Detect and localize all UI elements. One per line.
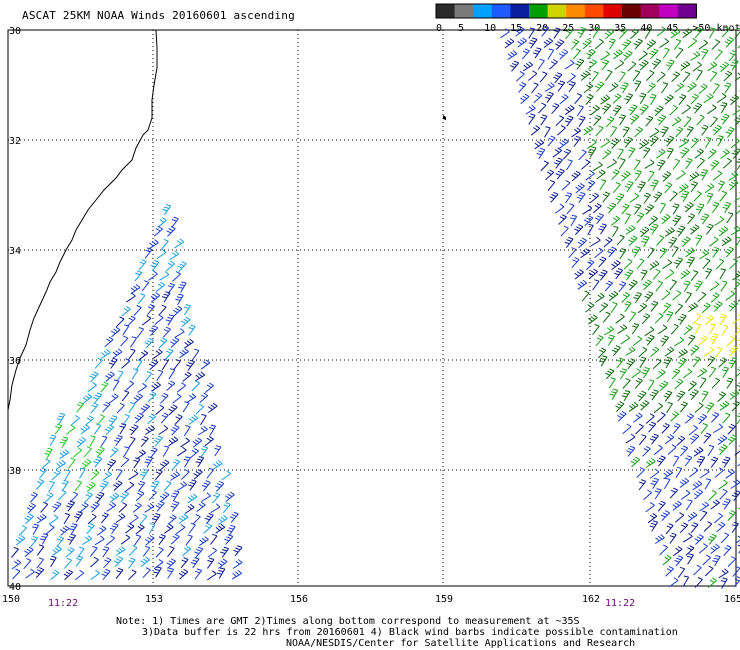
legend-swatch <box>529 4 549 18</box>
lat-tick-label: 34 <box>9 246 21 257</box>
coastline-australia <box>7 29 158 411</box>
legend-swatch <box>566 4 586 18</box>
legend-swatch <box>491 4 511 18</box>
legend-swatch <box>547 4 567 18</box>
legend-label: 45 <box>666 23 678 34</box>
lon-tick-label: 162 <box>582 594 600 605</box>
legend-swatch <box>603 4 623 18</box>
legend-swatch <box>659 4 679 18</box>
note-line-3: NOAA/NESDIS/Center for Satellite Applica… <box>286 638 636 649</box>
graticule <box>8 30 736 586</box>
legend-swatch <box>436 4 456 18</box>
legend-label: 30 <box>588 23 600 34</box>
legend-label: 5 <box>458 23 464 34</box>
lon-tick-label: 153 <box>145 594 163 605</box>
note-line-2: 3)Data buffer is 22 hrs from 20160601 4)… <box>142 627 678 638</box>
island-small <box>443 115 446 120</box>
legend-swatch <box>510 4 530 18</box>
legend-swatch <box>640 4 660 18</box>
time-label-west: 11:22 <box>48 598 79 609</box>
time-label-east: 11:22 <box>605 598 636 609</box>
lat-tick-label: 30 <box>9 26 21 37</box>
lat-tick-label: 38 <box>9 466 21 477</box>
lon-tick-label: 156 <box>290 594 308 605</box>
legend-label: 0 <box>436 23 442 34</box>
legend-swatch <box>473 4 493 18</box>
legend-label: 25 <box>562 23 574 34</box>
lat-tick-label: 36 <box>9 356 21 367</box>
legend-swatch <box>677 4 697 18</box>
lon-tick-label: 150 <box>2 594 20 605</box>
lat-tick-label: 40 <box>9 582 21 593</box>
legend-swatch <box>584 4 604 18</box>
legend-swatch <box>454 4 474 18</box>
wind-barbs-east-swath <box>500 25 740 589</box>
lat-tick-label: 32 <box>9 136 21 147</box>
legend-label: 35 <box>614 23 626 34</box>
legend-label: 10 <box>484 23 496 34</box>
lon-tick-label: 165 <box>724 594 740 605</box>
map-title: ASCAT 25KM NOAA Winds 20160601 ascending <box>22 9 295 22</box>
legend-swatch <box>622 4 642 18</box>
note-line-1: Note: 1) Times are GMT 2)Times along bot… <box>116 616 580 627</box>
lon-tick-label: 159 <box>435 594 453 605</box>
legend-label: 15 <box>510 23 522 34</box>
map-frame <box>7 29 737 587</box>
legend-label: >50 knots <box>692 23 740 34</box>
wind-barbs-west-swath <box>11 204 243 581</box>
